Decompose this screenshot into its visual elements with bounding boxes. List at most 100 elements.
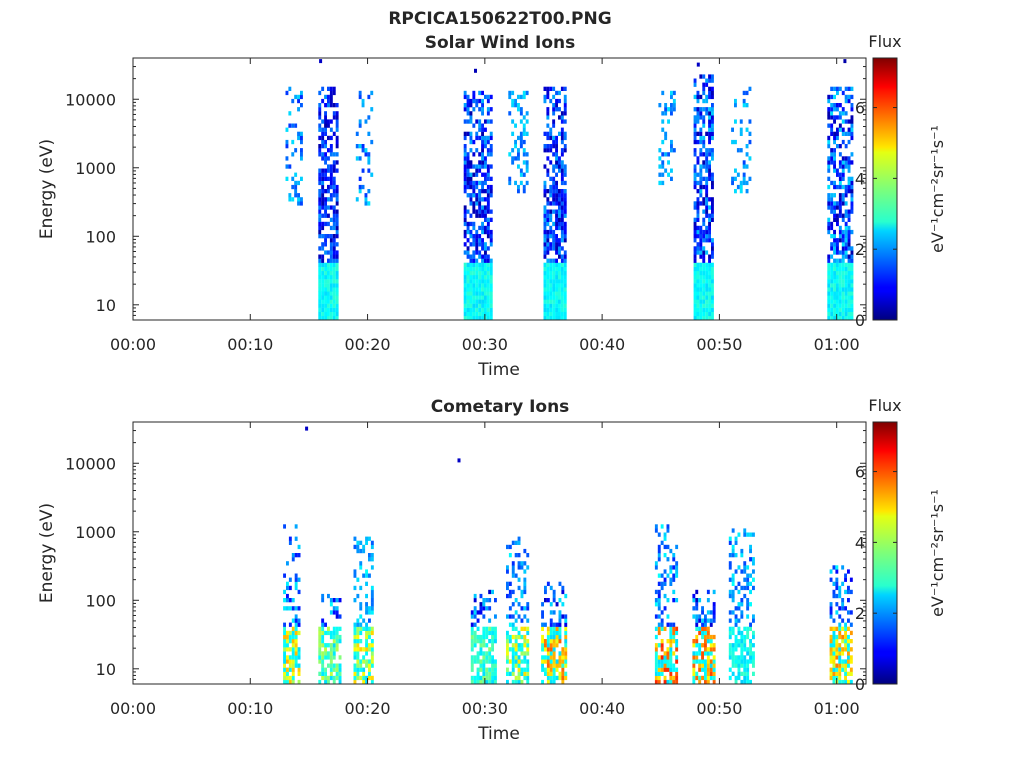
heatmap-cell	[705, 156, 709, 161]
heatmap-cell	[488, 671, 492, 676]
heatmap-cell	[558, 242, 561, 247]
heatmap-cell	[695, 598, 699, 603]
heatmap-cell	[506, 569, 509, 574]
heatmap-cell	[699, 111, 703, 116]
heatmap-cell	[318, 205, 322, 210]
heatmap-cell	[472, 287, 476, 292]
heatmap-cell	[489, 119, 493, 124]
heatmap-cell	[332, 176, 336, 181]
heatmap-cell	[368, 536, 371, 541]
heatmap-cell	[294, 172, 298, 177]
colorbar-tick-label: 0	[855, 675, 865, 694]
heatmap-cell	[506, 593, 509, 599]
heatmap-cell	[353, 622, 357, 627]
heatmap-cell	[708, 221, 711, 227]
heatmap-cell	[543, 275, 547, 280]
heatmap-cell	[526, 667, 530, 672]
heatmap-cell	[324, 152, 327, 157]
heatmap-cell	[850, 283, 854, 288]
heatmap-cell	[329, 168, 333, 173]
heatmap-cell	[847, 275, 851, 280]
heatmap-cell	[370, 557, 374, 562]
heatmap-cell	[752, 634, 755, 640]
heatmap-cell	[473, 593, 477, 599]
heatmap-cell	[672, 577, 676, 582]
heatmap-cell	[546, 679, 550, 685]
heatmap-cell	[693, 164, 697, 169]
heatmap-cell	[664, 131, 668, 136]
heatmap-cell	[329, 307, 333, 312]
heatmap-cell	[838, 651, 842, 656]
heatmap-cell	[489, 295, 493, 300]
heatmap-cell	[708, 197, 711, 202]
heatmap-cell	[563, 225, 567, 231]
heatmap-cell	[489, 238, 493, 243]
heatmap-cell	[737, 589, 741, 595]
heatmap-cell	[466, 275, 470, 280]
heatmap-cell	[847, 98, 851, 104]
heatmap-cell	[827, 307, 831, 312]
heatmap-cell	[321, 618, 325, 623]
heatmap-cell	[484, 287, 487, 292]
heatmap-cell	[469, 303, 473, 308]
heatmap-cell	[486, 184, 490, 190]
heatmap-cell	[365, 581, 368, 586]
heatmap-cell	[546, 299, 550, 304]
heatmap-cell	[841, 295, 845, 300]
heatmap-cell	[552, 266, 556, 272]
heatmap-cell	[486, 217, 490, 222]
heatmap-cell	[332, 250, 336, 255]
heatmap-cell	[841, 119, 845, 124]
heatmap-cell	[283, 626, 286, 631]
heatmap-cell	[297, 679, 301, 685]
heatmap-cell	[558, 275, 561, 280]
heatmap-cell	[546, 250, 550, 255]
heatmap-cell	[850, 160, 854, 165]
heatmap-cell	[511, 651, 515, 656]
heatmap-cell	[663, 569, 667, 574]
heatmap-cell	[696, 180, 700, 186]
heatmap-cell	[704, 626, 707, 631]
heatmap-cell	[669, 548, 673, 554]
heatmap-cell	[543, 311, 547, 317]
heatmap-cell	[830, 156, 834, 161]
heatmap-cell	[332, 626, 336, 631]
heatmap-cell	[560, 279, 564, 284]
heatmap-cell	[563, 299, 567, 304]
heatmap-cell	[525, 131, 529, 136]
heatmap-cell	[558, 279, 561, 284]
heatmap-cell	[494, 598, 497, 603]
heatmap-cell	[329, 598, 333, 603]
heatmap-cell	[476, 679, 480, 685]
heatmap-cell	[318, 217, 322, 222]
y-tick-label: 1000	[75, 159, 116, 178]
heatmap-cell	[561, 589, 565, 595]
heatmap-cell	[552, 291, 556, 296]
heatmap-cell	[353, 667, 357, 672]
heatmap-cell	[558, 659, 562, 664]
heatmap-cell	[695, 659, 699, 664]
heatmap-cell	[558, 634, 562, 640]
heatmap-cell	[731, 659, 735, 664]
heatmap-cell	[475, 234, 479, 239]
heatmap-cell	[737, 626, 741, 631]
heatmap-cell	[692, 643, 696, 648]
heatmap-cell	[829, 610, 833, 615]
heatmap-cell	[469, 299, 473, 304]
heatmap-cell	[543, 225, 547, 231]
heatmap-cell	[555, 307, 558, 312]
heatmap-cell	[520, 618, 524, 623]
heatmap-cell	[466, 184, 470, 190]
heatmap-cell	[294, 630, 298, 636]
heatmap-cell	[829, 667, 833, 672]
heatmap-cell	[693, 262, 697, 267]
heatmap-cell	[552, 651, 556, 656]
heatmap-cell	[482, 675, 486, 681]
heatmap-cell	[356, 655, 360, 660]
heatmap-cell	[696, 205, 700, 210]
heatmap-cell	[833, 229, 836, 235]
heatmap-cell	[692, 651, 696, 656]
heatmap-cell	[543, 94, 547, 100]
heatmap-cell	[746, 630, 750, 636]
heatmap-cell	[555, 291, 558, 296]
